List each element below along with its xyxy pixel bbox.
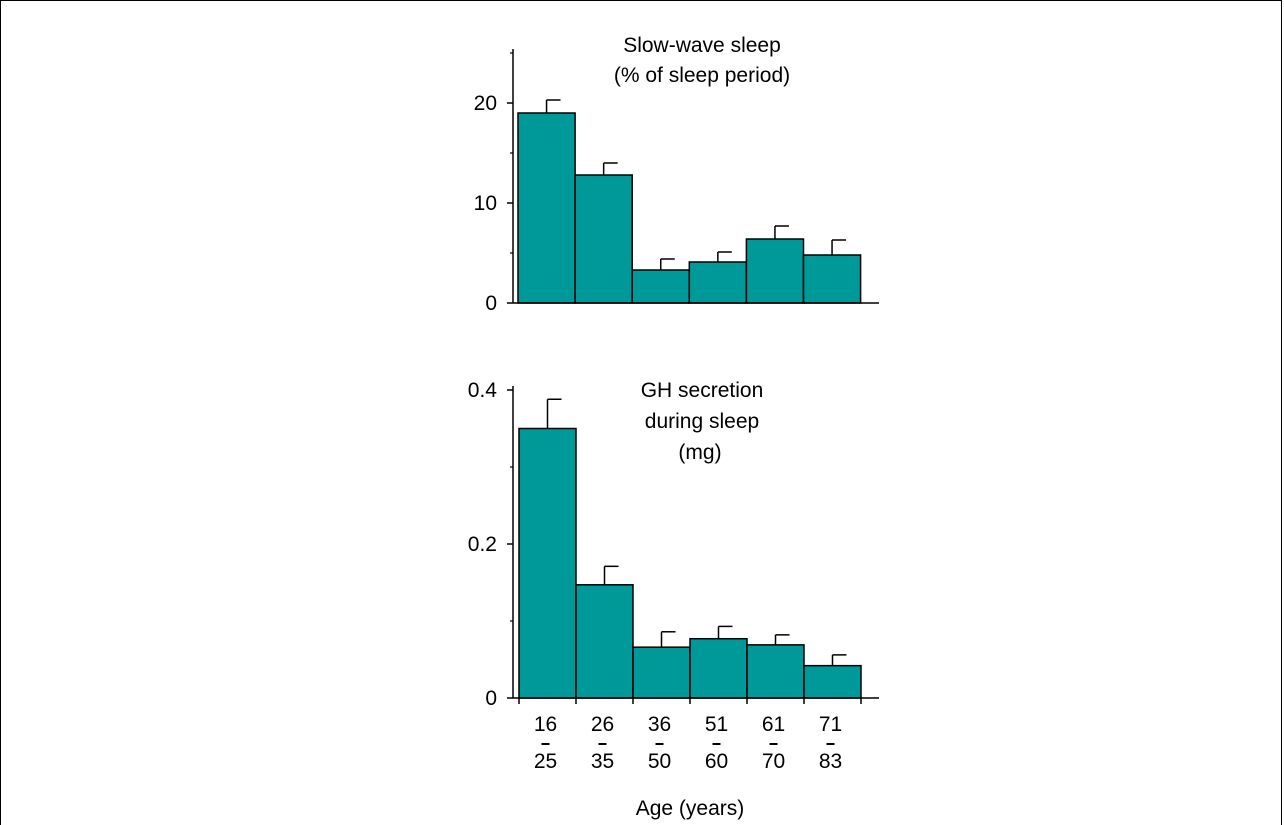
chart1-title-line2: (% of sleep period) <box>614 64 790 87</box>
y-tick-labels: 0 0.2 0.4 <box>468 379 498 710</box>
y-tick-label-0: 0 <box>485 687 497 710</box>
chart2-title-line2: during sleep <box>645 410 759 433</box>
x-tick-labels: 16 25 26 35 36 50 51 60 61 70 71 83 <box>534 713 842 773</box>
x-tick-label-bottom-26-35: 35 <box>591 750 614 773</box>
bar-36-50 <box>632 646 691 699</box>
bar-61-70 <box>745 238 805 304</box>
y-tick-label-20: 20 <box>474 92 497 115</box>
chart2-title-line1: GH secretion <box>641 379 764 402</box>
bar-26-35 <box>574 174 633 304</box>
bar-16-25 <box>517 112 576 304</box>
x-tick-label-bottom-16-25: 25 <box>534 750 557 773</box>
x-tick-label-top-61-70: 61 <box>762 713 785 736</box>
bars-group <box>517 112 862 304</box>
bar-71-83 <box>802 254 862 304</box>
x-tick-label-bottom-71-83: 83 <box>819 750 842 773</box>
x-tick-label-top-26-35: 26 <box>591 713 614 736</box>
y-tick-label-0.2: 0.2 <box>468 533 497 556</box>
y-tick-label-0.4: 0.4 <box>468 379 498 402</box>
y-tick-label-0: 0 <box>485 292 497 315</box>
bar-26-35 <box>575 584 634 699</box>
axes-group <box>507 49 879 304</box>
bar-51-60 <box>689 637 748 699</box>
bar-51-60 <box>688 261 748 304</box>
bar-71-83 <box>803 664 862 699</box>
axes-group <box>507 386 879 704</box>
x-tick-label-bottom-61-70: 70 <box>762 750 785 773</box>
x-tick-label-top-36-50: 36 <box>648 713 671 736</box>
x-tick-label-top-51-60: 51 <box>705 713 728 736</box>
chart-gh-secretion: 0 0.2 0.4 16 25 26 35 36 50 51 60 61 70 71 83 GH secr… <box>468 379 879 820</box>
x-axis-label: Age (years) <box>636 797 745 820</box>
y-tick-label-10: 10 <box>474 192 497 215</box>
bar-36-50 <box>631 269 691 304</box>
error-bars-group <box>546 398 847 666</box>
x-tick-label-top-16-25: 16 <box>534 713 557 736</box>
bars-group <box>518 427 862 699</box>
y-tick-labels: 0 10 20 <box>474 92 497 315</box>
chart1-title-line1: Slow-wave sleep <box>623 34 781 57</box>
chart2-title-line3: (mg) <box>678 441 721 464</box>
error-bars-group <box>545 99 847 270</box>
x-tick-label-bottom-36-50: 50 <box>648 750 671 773</box>
x-tick-label-bottom-51-60: 60 <box>705 750 728 773</box>
bar-16-25 <box>518 427 577 699</box>
x-tick-label-top-71-83: 71 <box>819 713 842 736</box>
chart-slow-wave-sleep: 0 10 20 Slow-wave sleep (% of sleep period… <box>474 34 879 315</box>
bar-61-70 <box>746 644 805 699</box>
